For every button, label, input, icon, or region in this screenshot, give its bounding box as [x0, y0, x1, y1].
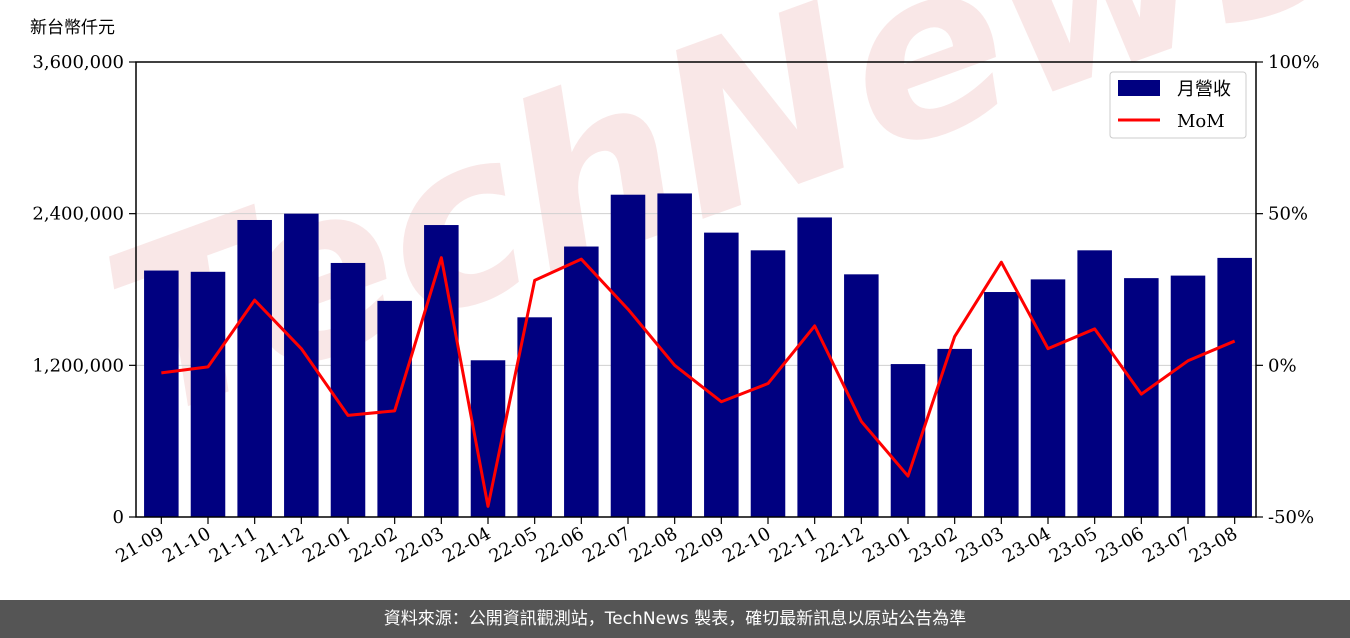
bar-23-08: [1217, 257, 1252, 517]
right-tick-label: 50%: [1268, 204, 1308, 225]
x-tick-label: 22-06: [532, 523, 587, 567]
bar-21-10: [190, 271, 226, 517]
x-tick-label: 21-11: [206, 523, 261, 567]
bar-23-03: [984, 292, 1019, 517]
x-tick-label: 23-06: [1092, 523, 1147, 567]
x-tick-label: 22-11: [766, 523, 821, 567]
bar-23-05: [1077, 250, 1112, 517]
x-tick-label: 22-04: [439, 523, 494, 567]
x-tick-label: 22-02: [346, 523, 401, 567]
bar-22-01: [330, 262, 366, 517]
right-tick-label: 0%: [1268, 355, 1297, 376]
right-tick-label: 100%: [1268, 52, 1319, 73]
x-tick-label: 22-09: [672, 523, 727, 567]
legend-line-label: MoM: [1177, 111, 1225, 132]
x-tick-label: 22-05: [486, 523, 541, 567]
bar-22-09: [704, 232, 739, 517]
bar-22-11: [797, 217, 832, 518]
bar-22-07: [610, 194, 646, 518]
bar-23-02: [937, 348, 972, 517]
x-tick-label: 23-03: [952, 523, 1007, 567]
x-tick-label: 23-01: [859, 523, 914, 567]
y-axis-unit-label: 新台幣仟元: [30, 18, 115, 38]
chart: TechNews 01,200,0002,400,0003,600,000-50…: [30, 0, 1350, 567]
line-series: [161, 256, 1236, 508]
bar-23-07: [1170, 275, 1206, 517]
x-tick-label: 21-10: [159, 523, 214, 567]
x-tick-label: 21-09: [112, 523, 167, 567]
left-tick-label: 1,200,000: [32, 355, 124, 376]
x-tick-label: 23-05: [1046, 523, 1101, 567]
x-tick-label: 23-04: [999, 523, 1054, 567]
bar-23-06: [1124, 278, 1159, 517]
right-tick-label: -50%: [1268, 507, 1314, 528]
bar-21-11: [237, 219, 272, 517]
x-tick-label: 23-08: [1186, 523, 1241, 567]
footer-source-note: 資料來源：公開資訊觀測站，TechNews 製表，確切最新訊息以原站公告為準: [0, 600, 1350, 638]
bar-22-03: [424, 225, 459, 517]
bar-22-08: [657, 193, 692, 517]
mom-line: [161, 256, 1236, 508]
bar-22-05: [517, 317, 552, 517]
bar-22-06: [564, 246, 599, 517]
plot-frame: [135, 61, 1257, 518]
x-tick-label: 22-10: [719, 523, 774, 567]
left-tick-label: 3,600,000: [32, 52, 124, 73]
x-tick-label: 23-07: [1139, 523, 1194, 567]
x-tick-label: 23-02: [906, 523, 961, 567]
bar-23-04: [1030, 279, 1066, 517]
x-tick-label: 22-07: [579, 523, 634, 567]
bar-21-09: [144, 270, 179, 517]
legend-bar-label: 月營收: [1177, 79, 1231, 100]
x-tick-label: 21-12: [252, 523, 307, 567]
legend-bar-swatch: [1118, 80, 1160, 96]
x-tick-label: 22-03: [392, 523, 447, 567]
bar-series: [144, 193, 1252, 518]
left-tick-label: 0: [113, 507, 124, 528]
legend: 月營收 MoM: [1109, 71, 1247, 139]
x-tick-label: 22-12: [812, 523, 867, 567]
left-tick-label: 2,400,000: [32, 204, 124, 225]
x-tick-label: 22-01: [299, 523, 354, 567]
x-tick-label: 22-08: [626, 523, 681, 567]
